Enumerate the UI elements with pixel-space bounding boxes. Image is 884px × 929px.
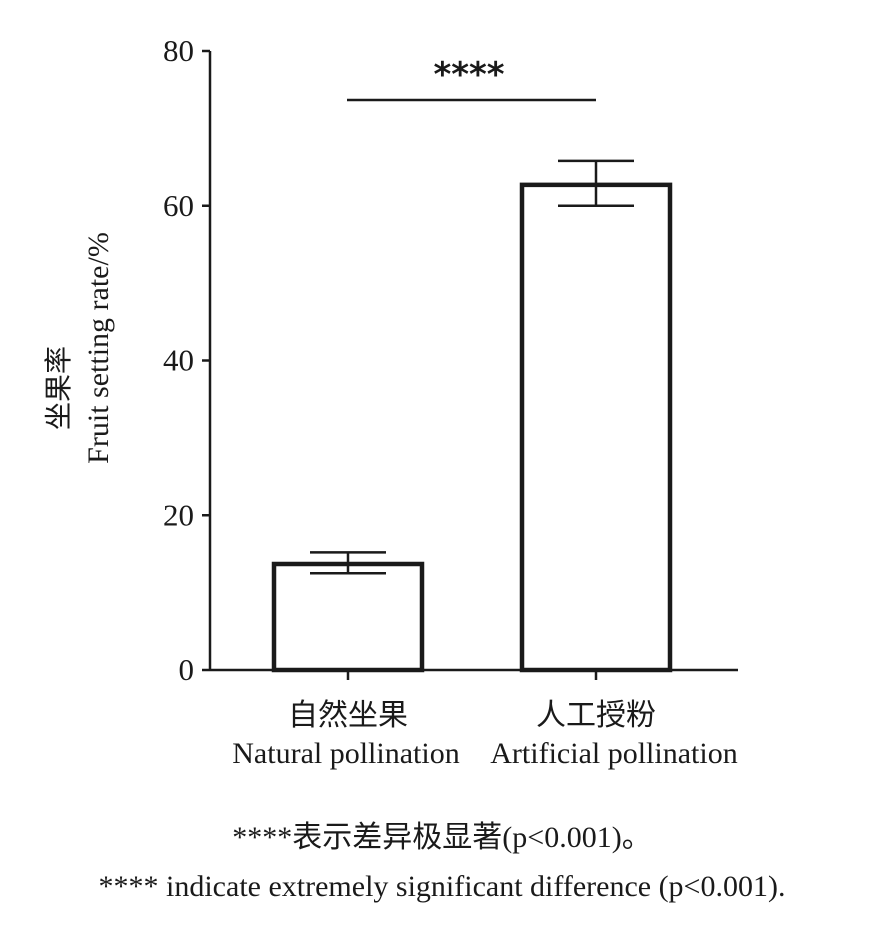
x-category-label-cn: 自然坐果 <box>288 698 408 733</box>
caption-chinese: ****表示差异极显著(p<0.001)。 <box>232 821 652 854</box>
x-category-label-en: Artificial pollination <box>490 737 737 770</box>
y-tick-label: 40 <box>163 343 194 378</box>
bar-chart: 0 20 40 60 80 自然坐果 人工授粉 Natural pollination Arti… <box>42 33 738 770</box>
bar <box>519 182 673 673</box>
y-axis-label-en: Fruit setting rate/% <box>82 232 115 464</box>
x-category-label-en: Natural pollination <box>232 737 459 770</box>
chart-labels: 0 20 40 60 80 自然坐果 人工授粉 Natural pollination Arti… <box>42 33 738 770</box>
y-axis-label-cn-group: 坐果率 <box>42 346 75 430</box>
y-tick-label: 60 <box>163 188 194 223</box>
y-tick-label: 0 <box>179 652 195 687</box>
y-tick-label: 80 <box>163 33 194 68</box>
caption-english: **** indicate extremely significant diff… <box>98 870 786 903</box>
y-tick-label: 20 <box>163 497 194 532</box>
y-axis-label-cn: 坐果率 <box>42 346 75 430</box>
significance-stars: **** <box>433 55 504 95</box>
bar <box>271 561 425 673</box>
y-axis-label-en-group: Fruit setting rate/% <box>82 232 115 464</box>
x-category-label-cn: 人工授粉 <box>536 698 656 733</box>
chart-bars <box>271 98 673 673</box>
